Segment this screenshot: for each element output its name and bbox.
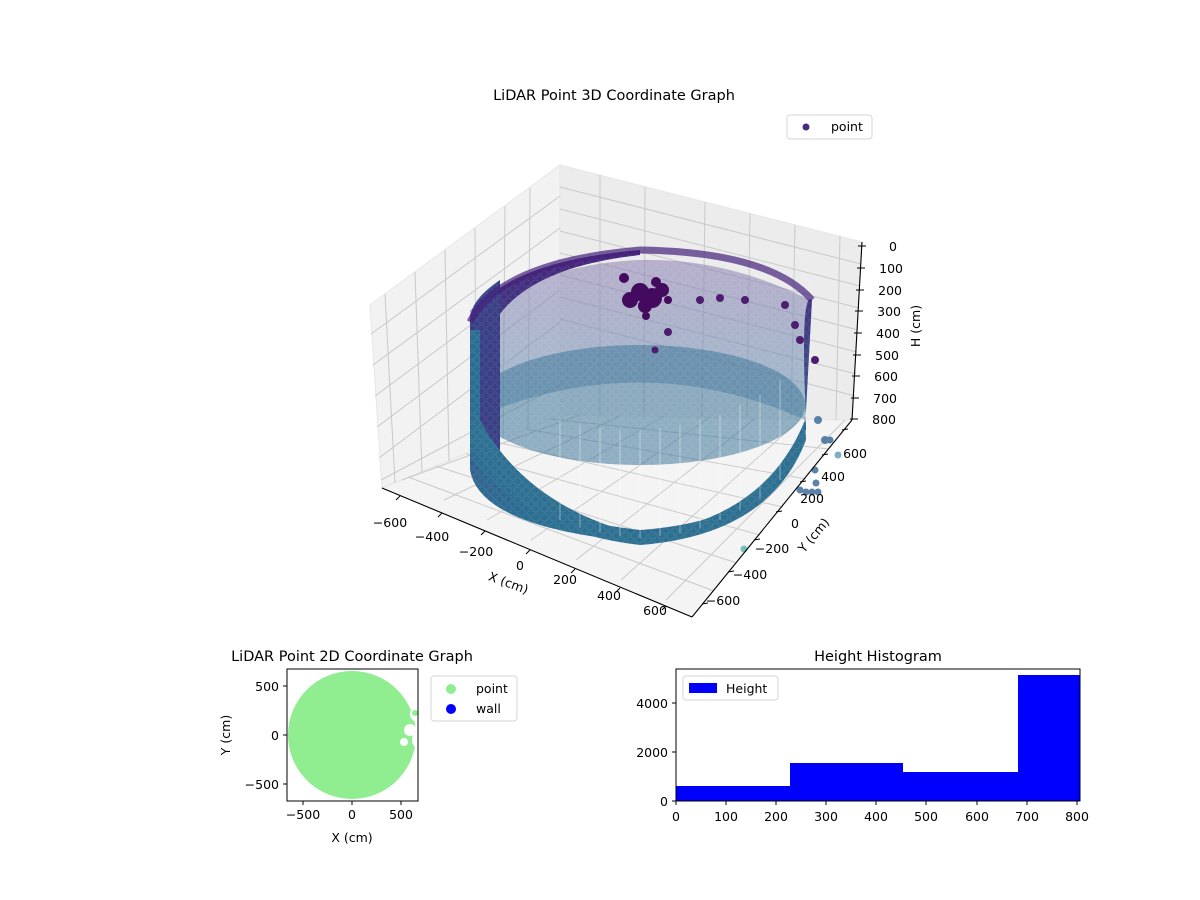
z-tick-labels-3d: 0 100 200 300 400 500 600 700 800 (872, 239, 903, 427)
legend-3d: point (786, 114, 873, 140)
legend-point-marker-icon (446, 684, 456, 694)
svg-text:600: 600 (643, 603, 667, 618)
histogram-ticks (672, 702, 1078, 805)
plot-2d: LiDAR Point 2D Coordinate Graph −500 0 5… (218, 649, 518, 845)
svg-text:200: 200 (553, 572, 577, 587)
ticks-2d (283, 685, 402, 805)
legend-wall-label: wall (476, 701, 501, 716)
svg-text:−500: −500 (286, 807, 320, 822)
legend-point-label: point (476, 681, 508, 696)
svg-text:300: 300 (814, 809, 838, 824)
plot-2d-title: LiDAR Point 2D Coordinate Graph (231, 649, 473, 665)
svg-text:600: 600 (874, 369, 898, 384)
svg-text:600: 600 (965, 809, 989, 824)
histogram-tick-labels: 0 100 200 300 400 500 600 700 800 0 2000… (636, 696, 1089, 824)
svg-text:−400: −400 (733, 567, 767, 582)
svg-text:300: 300 (877, 304, 901, 319)
svg-text:−400: −400 (415, 529, 449, 544)
svg-text:−600: −600 (706, 593, 740, 608)
legend-point-marker-icon (802, 123, 810, 131)
svg-text:400: 400 (864, 809, 888, 824)
svg-text:400: 400 (821, 469, 845, 484)
z-ticks-3d (850, 245, 866, 420)
svg-text:−600: −600 (373, 515, 407, 530)
plot-3d: LiDAR Point 3D Coordinate Graph (369, 88, 923, 618)
svg-text:−500: −500 (245, 777, 279, 792)
axes-3d (381, 241, 863, 618)
svg-text:2000: 2000 (636, 745, 668, 760)
plot-3d-title: LiDAR Point 3D Coordinate Graph (493, 88, 735, 104)
svg-text:700: 700 (1015, 809, 1039, 824)
histogram-title: Height Histogram (814, 649, 942, 665)
histogram-bars (676, 675, 1080, 801)
svg-text:0: 0 (660, 794, 668, 809)
legend-height-swatch-icon (689, 683, 717, 693)
svg-text:500: 500 (389, 807, 413, 822)
y-axis-label-2d: Y (cm) (218, 715, 233, 756)
svg-text:0: 0 (672, 809, 680, 824)
legend-wall-marker-icon (446, 704, 456, 714)
z-axis-label-3d: H (cm) (908, 305, 923, 347)
histogram: Height Histogram 0 100 200 30 (636, 649, 1089, 824)
svg-text:400: 400 (876, 326, 900, 341)
svg-text:200: 200 (878, 283, 902, 298)
svg-text:200: 200 (800, 491, 824, 506)
svg-text:500: 500 (914, 809, 938, 824)
legend-2d: point wall (430, 675, 518, 722)
svg-text:400: 400 (597, 588, 621, 603)
legend-point-label: point (831, 119, 863, 134)
svg-text:700: 700 (873, 391, 897, 406)
svg-text:0: 0 (791, 516, 799, 531)
svg-text:100: 100 (879, 261, 903, 276)
point-cloud-3d (466, 246, 842, 553)
svg-text:0: 0 (889, 239, 897, 254)
svg-text:800: 800 (1065, 809, 1089, 824)
x-ticks-3d (395, 495, 667, 611)
x-tick-labels-3d: −600 −400 −200 0 200 400 600 (373, 515, 667, 618)
svg-text:−200: −200 (755, 541, 789, 556)
svg-text:−200: −200 (459, 544, 493, 559)
svg-text:500: 500 (255, 679, 279, 694)
x-axis-label-2d: X (cm) (331, 830, 372, 845)
point-cloud-2d (288, 671, 418, 799)
svg-text:100: 100 (714, 809, 738, 824)
svg-text:4000: 4000 (636, 696, 668, 711)
legend-height-label: Height (726, 681, 767, 696)
tick-labels-2d: −500 0 500 500 0 −500 (245, 679, 413, 822)
svg-text:0: 0 (516, 558, 524, 573)
legend-histogram: Height (682, 675, 779, 701)
svg-text:200: 200 (764, 809, 788, 824)
y-tick-labels-3d: −600 −400 −200 0 200 400 600 (706, 446, 867, 608)
svg-text:600: 600 (843, 446, 867, 461)
svg-text:0: 0 (348, 807, 356, 822)
svg-text:800: 800 (872, 412, 896, 427)
y-ticks-3d (701, 428, 849, 605)
svg-text:500: 500 (875, 348, 899, 363)
svg-text:0: 0 (271, 728, 279, 743)
